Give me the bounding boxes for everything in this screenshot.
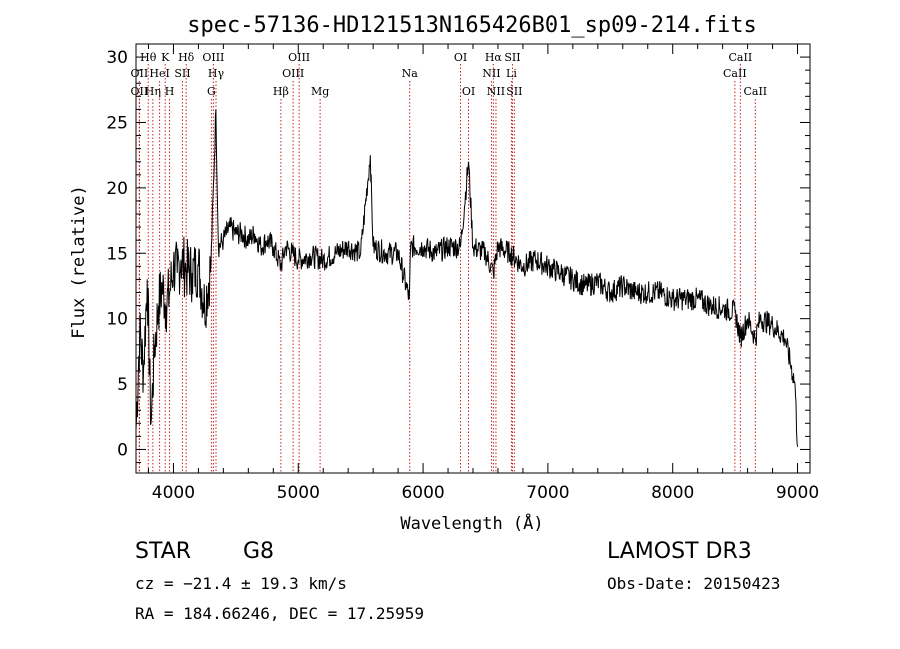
x-axis-ticks: 4000 5000 6000 7000 8000 9000 — [147, 44, 819, 503]
marker-label-25: CaII — [723, 67, 747, 80]
sky-coordinates: RA = 184.66246, DEC = 17.25959 — [135, 604, 424, 623]
marker-label-0: OII — [131, 67, 149, 80]
y-tick-label-2: 10 — [106, 310, 128, 330]
marker-label-22: Li — [506, 67, 517, 80]
marker-label-11: Hγ — [208, 67, 225, 80]
marker-label-23: SII — [504, 51, 520, 64]
y-tick-label-0: 0 — [117, 440, 128, 460]
marker-label-5: K — [161, 51, 170, 64]
marker-label-21: NII — [487, 85, 505, 98]
y-tick-label-3: 15 — [106, 244, 128, 264]
x-tick-label-3: 7000 — [526, 483, 569, 503]
y-tick-label-6: 30 — [106, 48, 128, 68]
marker-label-4: HeI — [149, 67, 169, 80]
spectral-subclass: G8 — [243, 539, 275, 564]
marker-label-16: Na — [402, 67, 419, 80]
object-class: STAR — [135, 539, 192, 564]
marker-label-27: CaII — [743, 85, 767, 98]
marker-label-3: Hη — [145, 85, 161, 98]
x-axis-label: Wavelength (Å) — [400, 512, 543, 534]
y-tick-label-1: 5 — [117, 375, 128, 395]
marker-label-19: NII — [482, 67, 500, 80]
y-axis-label: Flux (relative) — [69, 185, 89, 339]
marker-label-13: OIII — [282, 67, 304, 80]
marker-label-8: Hδ — [178, 51, 195, 64]
marker-label-12: Hβ — [273, 85, 289, 98]
marker-label-14: OIII — [288, 51, 310, 64]
line-marker-labels: OII OII Hθ Hη HeI K H SII Hδ G OIII Hγ Hβ OIII OIII Mg N… — [131, 51, 768, 98]
spectrum-line — [135, 109, 798, 447]
y-tick-label-4: 20 — [106, 179, 128, 199]
x-tick-label-4: 8000 — [651, 483, 694, 503]
marker-label-7: SII — [174, 67, 190, 80]
y-tick-label-5: 25 — [106, 113, 128, 133]
marker-label-18: OI — [462, 85, 475, 98]
observation-date: Obs-Date: 20150423 — [607, 574, 781, 593]
marker-label-26: CaII — [729, 51, 753, 64]
survey-name: LAMOST DR3 — [607, 539, 752, 564]
marker-label-15: Mg — [311, 85, 329, 98]
marker-label-24: SII — [506, 85, 522, 98]
marker-label-2: Hθ — [140, 51, 157, 64]
x-tick-label-1: 5000 — [277, 483, 320, 503]
marker-label-10: OIII — [202, 51, 224, 64]
y-axis-ticks: 0 5 10 15 20 25 30 — [106, 43, 810, 464]
marker-label-1: OII — [131, 85, 149, 98]
x-tick-label-0: 4000 — [152, 483, 195, 503]
x-tick-label-5: 9000 — [776, 483, 819, 503]
x-tick-label-2: 6000 — [401, 483, 444, 503]
marker-label-6: H — [165, 85, 175, 98]
redshift-velocity: cz = −21.4 ± 19.3 km/s — [135, 574, 347, 593]
marker-label-17: OI — [454, 51, 467, 64]
marker-label-9: G — [207, 85, 216, 98]
plot-frame — [135, 43, 811, 474]
line-markers — [138, 64, 756, 473]
marker-label-20: Hα — [485, 51, 503, 64]
chart-title: spec-57136-HD121513N165426B01_sp09-214.f… — [187, 13, 757, 38]
